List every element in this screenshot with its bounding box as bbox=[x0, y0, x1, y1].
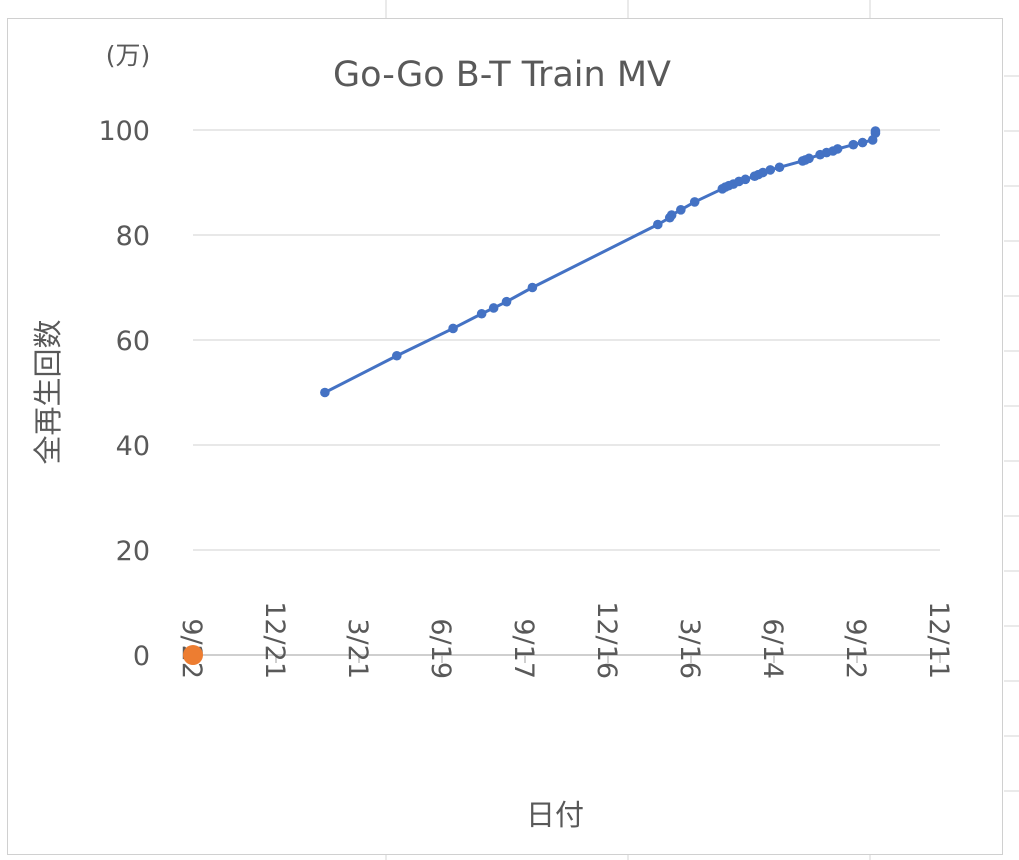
data-point[interactable] bbox=[488, 303, 499, 313]
data-point[interactable] bbox=[320, 387, 330, 398]
y-tick-label: 80 bbox=[116, 221, 150, 252]
data-point[interactable] bbox=[666, 210, 677, 220]
data-point[interactable] bbox=[758, 167, 768, 178]
y-tick-label: 60 bbox=[116, 326, 150, 357]
data-point[interactable] bbox=[870, 126, 881, 136]
x-tick-label: 6/14 bbox=[757, 618, 788, 679]
data-point[interactable] bbox=[832, 144, 843, 154]
data-point[interactable] bbox=[527, 282, 538, 293]
data-point[interactable] bbox=[857, 137, 868, 148]
y-tick-label: 20 bbox=[116, 536, 150, 567]
data-point[interactable] bbox=[689, 197, 700, 207]
data-point[interactable] bbox=[183, 645, 203, 665]
x-tick-label: 12/16 bbox=[591, 601, 622, 679]
data-point[interactable] bbox=[501, 296, 512, 307]
sheet-gridlines bbox=[385, 0, 1019, 860]
data-point[interactable] bbox=[392, 350, 402, 361]
data-point[interactable] bbox=[765, 165, 776, 175]
x-tick-label: 12/11 bbox=[923, 601, 954, 679]
series-line bbox=[324, 131, 877, 394]
chart-area[interactable] bbox=[7, 18, 1003, 855]
x-tick-label: 3/21 bbox=[342, 618, 373, 679]
y-tick-label: 40 bbox=[116, 431, 150, 462]
y-axis-label: 全再生回数 bbox=[31, 319, 65, 464]
data-point[interactable] bbox=[774, 162, 785, 173]
x-tick-label: 6/19 bbox=[425, 618, 456, 679]
data-point[interactable] bbox=[848, 139, 859, 150]
data-point[interactable] bbox=[804, 153, 814, 164]
x-tick-label: 9/12 bbox=[840, 618, 871, 679]
x-tick-label: 12/21 bbox=[259, 601, 290, 679]
chart-unit-label: (万) bbox=[106, 41, 151, 70]
x-axis-label: 日付 bbox=[526, 798, 584, 832]
data-point[interactable] bbox=[740, 174, 751, 185]
chart-title: Go-Go B-T Train MV bbox=[333, 55, 671, 95]
x-tick-label: 9/17 bbox=[508, 618, 539, 679]
y-tick-label: 0 bbox=[133, 641, 150, 672]
data-point[interactable] bbox=[448, 323, 458, 334]
y-tick-label: 100 bbox=[98, 116, 150, 147]
data-point[interactable] bbox=[653, 219, 663, 230]
data-point[interactable] bbox=[476, 308, 487, 319]
data-point[interactable] bbox=[676, 205, 686, 215]
x-tick-label: 3/16 bbox=[674, 618, 705, 679]
